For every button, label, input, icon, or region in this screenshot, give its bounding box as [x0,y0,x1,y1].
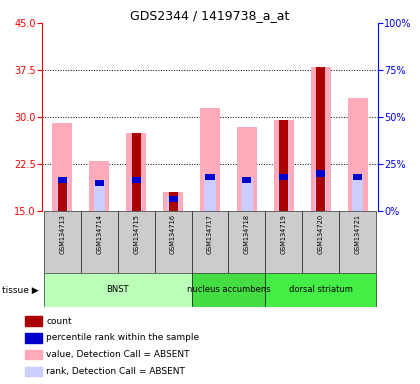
Bar [347,98,368,211]
Text: GSM134713: GSM134713 [59,214,65,254]
Bar [192,273,265,307]
Bar [192,211,228,273]
Text: percentile rank within the sample: percentile rank within the sample [46,333,200,343]
Title: GDS2344 / 1419738_a_at: GDS2344 / 1419738_a_at [130,9,290,22]
Bar [89,161,109,211]
Bar [274,120,294,211]
Bar [353,174,362,180]
Bar [278,174,289,211]
Text: GSM134714: GSM134714 [96,214,102,254]
Bar [58,177,67,183]
Bar [279,120,289,211]
Bar [44,273,192,307]
Bar [316,67,326,211]
Bar [126,133,146,211]
Bar [311,67,331,211]
Bar [25,367,42,376]
Bar [155,211,192,273]
Bar [352,174,363,211]
Bar [228,211,265,273]
Bar [205,174,215,211]
Text: count: count [46,316,72,326]
Text: value, Detection Call = ABSENT: value, Detection Call = ABSENT [46,350,190,359]
Text: tissue ▶: tissue ▶ [2,285,39,295]
Text: dorsal striatum: dorsal striatum [289,285,353,295]
Bar [205,174,215,180]
Bar [58,183,67,211]
Bar [339,211,376,273]
Bar [315,170,326,211]
Text: BNST: BNST [106,285,129,295]
Bar [168,195,178,202]
Bar [44,211,81,273]
Bar [302,211,339,273]
Text: GSM134720: GSM134720 [318,214,324,254]
Bar [81,211,118,273]
Bar [265,211,302,273]
Bar [242,177,252,183]
Bar [131,177,141,183]
Text: GSM134715: GSM134715 [133,214,139,254]
Bar [279,174,289,180]
Bar [131,133,141,211]
Text: rank, Detection Call = ABSENT: rank, Detection Call = ABSENT [46,367,185,376]
Bar [94,180,105,211]
Text: GSM134719: GSM134719 [281,214,287,254]
Text: nucleus accumbens: nucleus accumbens [186,285,270,295]
Bar [131,177,142,211]
Bar [118,211,155,273]
Bar [163,192,183,211]
Bar [25,350,42,359]
Bar [168,195,178,211]
Text: GSM134718: GSM134718 [244,214,250,254]
Text: GSM134721: GSM134721 [355,214,361,254]
Bar [168,192,178,211]
Text: GSM134716: GSM134716 [170,214,176,254]
Bar [25,333,42,343]
Bar [25,316,42,326]
Bar [237,127,257,211]
Bar [265,273,376,307]
Bar [52,123,73,211]
Bar [94,180,104,186]
Bar [200,108,220,211]
Bar [241,177,252,211]
Bar [57,177,68,211]
Bar [316,170,326,177]
Text: GSM134717: GSM134717 [207,214,213,254]
